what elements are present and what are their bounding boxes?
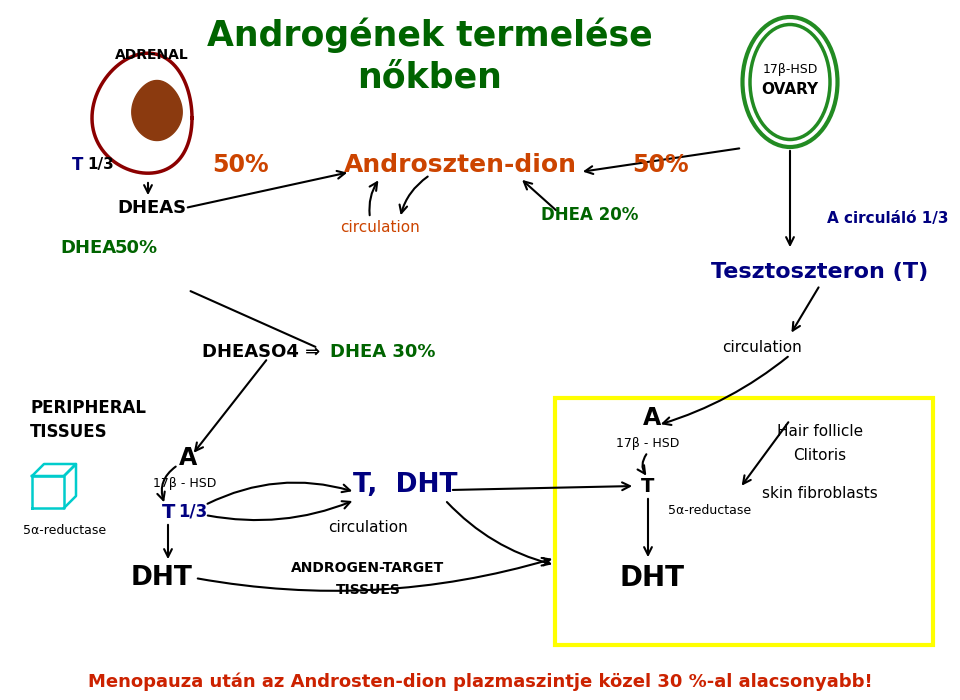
Text: Clitoris: Clitoris — [793, 447, 847, 463]
Text: 50%: 50% — [115, 239, 158, 257]
Text: DHEA 20%: DHEA 20% — [541, 206, 638, 224]
Text: DHT: DHT — [132, 565, 193, 591]
Text: T: T — [72, 156, 84, 174]
Text: TISSUES: TISSUES — [30, 423, 108, 441]
Text: A circuláló 1/3: A circuláló 1/3 — [828, 211, 948, 225]
Text: TISSUES: TISSUES — [336, 583, 400, 597]
Text: nőkben: nőkben — [357, 61, 502, 95]
Text: Androgének termelése: Androgének termelése — [207, 18, 653, 52]
Text: circulation: circulation — [722, 340, 802, 356]
Text: skin fibroblasts: skin fibroblasts — [762, 486, 877, 501]
Text: DHT: DHT — [619, 564, 684, 592]
Polygon shape — [132, 80, 182, 141]
Text: circulation: circulation — [340, 220, 420, 235]
Text: circulation: circulation — [328, 521, 408, 536]
Text: T,  DHT: T, DHT — [352, 472, 457, 498]
Text: A: A — [179, 446, 197, 470]
Text: DHEAS: DHEAS — [117, 199, 186, 217]
Text: 50%: 50% — [212, 153, 268, 177]
Text: 1/3: 1/3 — [87, 158, 113, 172]
Polygon shape — [92, 53, 192, 173]
Text: 50%: 50% — [632, 153, 688, 177]
Text: 1/3: 1/3 — [178, 503, 207, 521]
Text: 17β-HSD: 17β-HSD — [762, 64, 818, 76]
Text: ANDROGEN-TARGET: ANDROGEN-TARGET — [292, 561, 444, 575]
Text: ADRENAL: ADRENAL — [115, 48, 189, 62]
Text: Androszten-dion: Androszten-dion — [344, 153, 577, 177]
Text: A: A — [643, 406, 661, 430]
FancyBboxPatch shape — [555, 398, 933, 645]
Text: OVARY: OVARY — [761, 83, 819, 97]
Text: DHEA: DHEA — [60, 239, 116, 257]
Text: 17β - HSD: 17β - HSD — [154, 477, 217, 491]
Text: 5α-reductase: 5α-reductase — [23, 524, 107, 536]
Text: Menopauza után az Androsten-dion plazmaszintje közel 30 %-al alacsonyabb!: Menopauza után az Androsten-dion plazmas… — [87, 673, 873, 692]
Text: 5α-reductase: 5α-reductase — [668, 503, 751, 517]
Text: T: T — [641, 477, 655, 496]
Text: Hair follicle: Hair follicle — [777, 424, 863, 440]
Text: T: T — [162, 503, 176, 522]
Text: 17β - HSD: 17β - HSD — [616, 438, 680, 451]
Text: PERIPHERAL: PERIPHERAL — [30, 399, 146, 417]
Text: Tesztoszteron (T): Tesztoszteron (T) — [711, 262, 928, 282]
Text: DHEA 30%: DHEA 30% — [330, 343, 436, 361]
Text: DHEASO4 ⇒: DHEASO4 ⇒ — [202, 343, 320, 361]
